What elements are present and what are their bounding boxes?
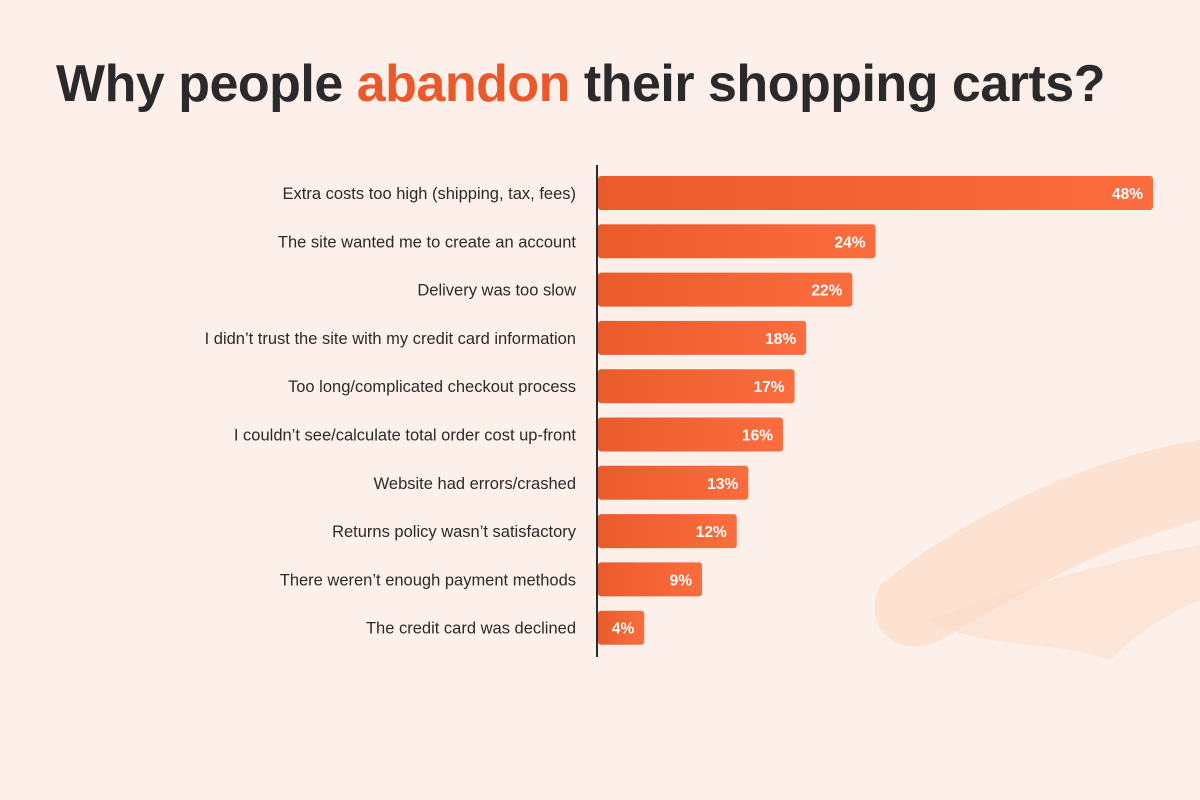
bar — [598, 176, 1153, 210]
category-label: I didn’t trust the site with my credit c… — [205, 330, 576, 348]
bar-value-label: 22% — [811, 283, 842, 300]
category-label: There weren’t enough payment methods — [280, 571, 576, 589]
category-label: Website had errors/crashed — [374, 475, 576, 493]
bar — [598, 465, 749, 500]
bar-value-label: 4% — [612, 621, 635, 638]
chart-title: Why people abandon their shopping carts? — [56, 58, 1105, 110]
bar — [598, 224, 876, 259]
bar — [598, 610, 645, 645]
bar — [598, 514, 737, 549]
bar-value-label: 12% — [696, 524, 727, 541]
bar — [598, 272, 853, 307]
category-label: The site wanted me to create an account — [278, 233, 577, 251]
category-label: I couldn’t see/calculate total order cos… — [234, 427, 577, 445]
bar — [598, 369, 795, 404]
bar-value-label: 13% — [707, 476, 738, 493]
title-part-after: their shopping carts? — [583, 55, 1106, 113]
bar-value-label: 9% — [670, 572, 693, 589]
category-label: Returns policy wasn’t satisfactory — [332, 523, 577, 541]
title-accent-word: abandon — [356, 55, 571, 113]
decor-brush-stroke-2 — [930, 545, 1200, 660]
title-part-before: Why people — [56, 55, 343, 113]
bar — [598, 320, 807, 355]
bars-layer: Extra costs too high (shipping, tax, fee… — [205, 176, 1153, 645]
bar-value-label: 17% — [754, 379, 785, 396]
category-label: The credit card was declined — [366, 620, 576, 638]
bar-value-label: 18% — [765, 331, 796, 348]
bar — [598, 417, 783, 452]
category-label: Extra costs too high (shipping, tax, fee… — [283, 185, 576, 203]
bar — [598, 562, 703, 597]
bar-value-label: 16% — [742, 428, 773, 445]
bar-value-label: 48% — [1112, 186, 1143, 203]
bar-value-label: 24% — [834, 234, 865, 251]
decor-brush-stroke-1 — [874, 440, 1200, 647]
category-label: Too long/complicated checkout process — [288, 378, 576, 396]
category-label: Delivery was too slow — [417, 282, 576, 300]
